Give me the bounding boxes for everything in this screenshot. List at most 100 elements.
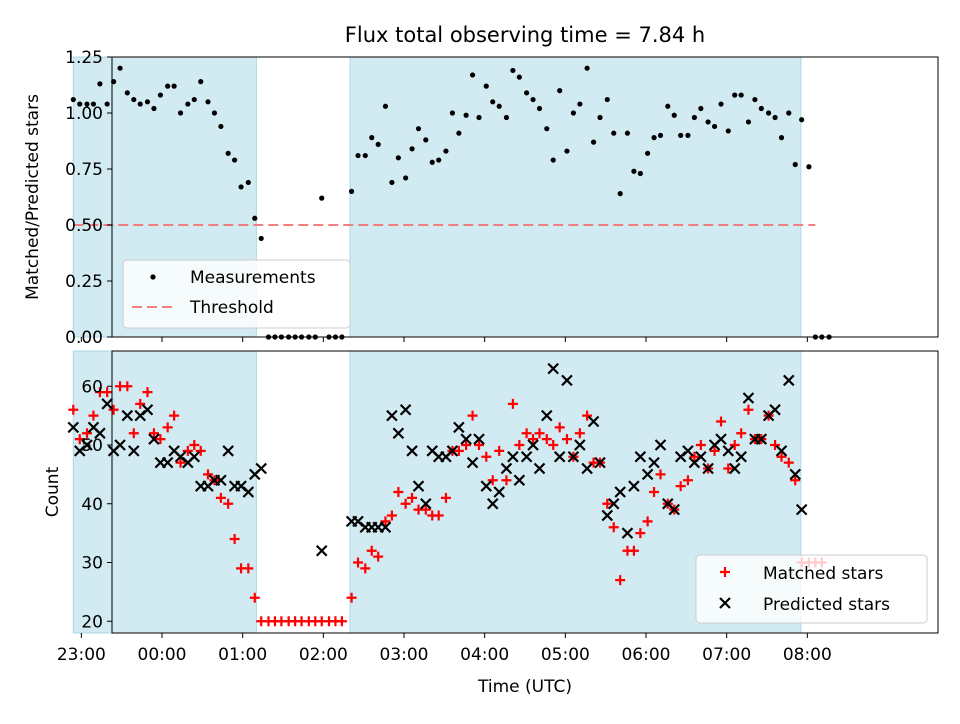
predicted-point xyxy=(94,427,106,440)
y-tick-label: 0.00 xyxy=(65,328,103,348)
observing-window-2 xyxy=(349,56,802,338)
measurement-point xyxy=(772,114,778,121)
y-tick-label: 40 xyxy=(81,495,103,515)
matched-point xyxy=(68,404,79,415)
matched-point xyxy=(373,551,384,562)
measurement-point xyxy=(685,132,691,138)
matched-point xyxy=(195,445,206,456)
matched-point xyxy=(716,416,727,427)
matched-point xyxy=(521,428,532,439)
legend-matched-label: Matched stars xyxy=(763,564,883,584)
x-tick-label: 07:00 xyxy=(702,645,751,665)
matched-point xyxy=(453,445,464,456)
matched-point xyxy=(393,487,404,497)
predicted-point xyxy=(141,403,154,416)
bottom-observing-windows xyxy=(72,350,802,634)
bottom-legend-box xyxy=(695,554,928,624)
predicted-point xyxy=(255,462,268,475)
matched-point xyxy=(494,445,505,456)
measurement-point xyxy=(725,128,731,134)
y-tick-label: 1.25 xyxy=(65,48,103,68)
measurement-point xyxy=(165,83,171,89)
measurement-point xyxy=(211,110,218,116)
measurement-point xyxy=(637,170,643,177)
measurement-point xyxy=(577,101,583,107)
measurement-point xyxy=(483,83,489,89)
measurement-point xyxy=(671,112,677,118)
matched-point xyxy=(249,592,260,603)
predicted-point xyxy=(795,503,808,516)
measurement-point xyxy=(617,191,623,197)
matched-point xyxy=(574,428,585,439)
predicted-point xyxy=(601,509,614,522)
predicted-point xyxy=(507,450,519,463)
measurement-point xyxy=(745,119,752,125)
legend-predicted-marker xyxy=(719,597,731,609)
measurement-point xyxy=(177,110,184,116)
measurement-point xyxy=(258,235,264,242)
matched-point xyxy=(142,387,153,398)
predicted-point xyxy=(614,486,626,498)
measurement-point xyxy=(355,152,361,159)
measurement-point xyxy=(205,99,211,105)
matched-point xyxy=(709,445,720,456)
predicted-point xyxy=(755,433,768,445)
predicted-point xyxy=(533,462,546,475)
matched-point xyxy=(433,510,444,521)
predicted-point xyxy=(594,456,606,469)
matched-point xyxy=(474,440,485,450)
matched-point xyxy=(336,616,347,627)
measurement-point xyxy=(77,101,83,107)
measurement-point xyxy=(469,72,476,78)
measurement-point xyxy=(678,132,684,138)
matched-point xyxy=(461,440,472,450)
top-panel: 0.00 0.25 0.50 0.75 1.00 1.25 Matched/Predict… xyxy=(23,48,939,348)
predicted-point xyxy=(775,445,788,457)
measurement-point xyxy=(557,88,563,94)
matched-point xyxy=(122,381,133,392)
y-tick-label: 0.25 xyxy=(65,272,103,292)
measurement-point xyxy=(718,101,724,107)
matched-point xyxy=(162,422,173,433)
predicted-point xyxy=(628,480,640,492)
measurement-point xyxy=(157,92,163,98)
x-tick-label: 06:00 xyxy=(621,645,670,665)
top-observing-windows xyxy=(72,56,802,338)
matched-point xyxy=(353,557,364,568)
predicted-point xyxy=(473,433,485,445)
predicted-point xyxy=(493,486,505,498)
matched-point xyxy=(682,475,693,486)
measurement-point xyxy=(792,161,798,168)
y-tick-label: 20 xyxy=(81,612,103,632)
measurement-point xyxy=(403,175,409,181)
matched-point xyxy=(366,545,377,556)
matched-point xyxy=(202,469,213,480)
measurement-point xyxy=(84,101,90,107)
matched-point xyxy=(74,434,85,445)
matched-point xyxy=(189,440,200,450)
measurement-point xyxy=(490,99,496,105)
measurement-point xyxy=(758,105,764,112)
matched-point xyxy=(243,563,254,574)
measurement-point xyxy=(117,65,123,71)
measurement-point xyxy=(631,168,637,174)
predicted-point xyxy=(769,403,781,416)
predicted-point xyxy=(114,439,126,451)
predicted-point xyxy=(412,480,425,492)
measurement-point xyxy=(90,101,97,107)
predicted-point xyxy=(682,445,694,457)
matched-point xyxy=(642,516,653,527)
matched-point xyxy=(783,457,794,468)
measurement-point xyxy=(550,157,556,163)
y-tick-label: 0.50 xyxy=(65,216,103,236)
matched-points xyxy=(68,381,827,627)
predicted-point xyxy=(695,450,707,463)
predicted-point xyxy=(574,439,586,451)
measurement-point xyxy=(415,126,422,132)
matched-point xyxy=(215,492,226,503)
measurement-point xyxy=(436,157,442,163)
measurement-point xyxy=(456,130,462,136)
measurement-point xyxy=(144,99,151,105)
x-tick-label: 04:00 xyxy=(460,645,509,665)
predicted-point xyxy=(715,433,727,445)
